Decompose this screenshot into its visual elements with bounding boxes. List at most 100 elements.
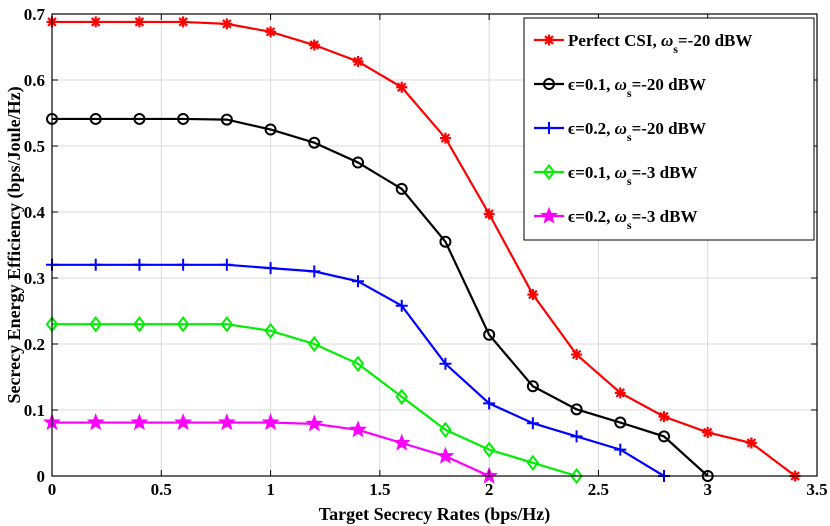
data-point-asterisk — [133, 16, 145, 28]
y-tick-label: 0.4 — [24, 203, 46, 222]
legend-label: ϵ=0.1, ωs=-20 dBW — [568, 75, 706, 100]
data-point-plus — [308, 265, 321, 278]
data-point-plus — [395, 299, 408, 312]
x-tick-label: 0 — [48, 480, 57, 499]
data-point-star — [261, 413, 280, 431]
data-point-star — [217, 413, 236, 431]
plot-frame — [51, 13, 818, 477]
y-tick-label: 0.5 — [24, 137, 45, 156]
data-point-circle — [543, 78, 555, 90]
data-point-diamond — [395, 388, 408, 405]
x-tick-label: 3.5 — [806, 480, 827, 499]
data-point-diamond — [482, 441, 496, 458]
x-tick-label: 3 — [703, 480, 712, 499]
data-point-diamond — [89, 316, 102, 333]
data-point-diamond — [526, 454, 540, 471]
data-point-star — [436, 446, 455, 464]
data-point-circle — [89, 112, 102, 125]
y-tick-label: 0.6 — [24, 71, 45, 90]
data-point-asterisk — [614, 387, 626, 399]
data-point-diamond — [570, 467, 583, 485]
data-point-asterisk — [543, 34, 555, 46]
data-point-circle — [308, 136, 321, 149]
data-point-plus — [614, 443, 627, 456]
data-point-diamond — [133, 316, 146, 333]
data-point-circle — [352, 156, 364, 169]
series-lines — [43, 16, 801, 485]
data-point-star — [305, 414, 324, 432]
data-point-asterisk — [571, 349, 583, 361]
data-point-star — [130, 413, 149, 431]
y-tick-label: 0.1 — [24, 401, 45, 420]
legend-item: Perfect CSI, ωs=-20 dBW — [534, 31, 752, 56]
data-point-diamond — [264, 322, 277, 339]
series-2 — [46, 258, 670, 482]
data-point-asterisk — [308, 39, 320, 51]
x-tick-label: 2.5 — [588, 480, 609, 499]
data-point-diamond — [176, 316, 190, 333]
data-point-diamond — [220, 316, 234, 333]
data-point-circle — [483, 328, 496, 341]
data-point-asterisk — [265, 26, 277, 38]
data-point-circle — [570, 403, 583, 416]
legend-label: ϵ=0.2, ωs=-20 dBW — [568, 119, 706, 144]
legend: Perfect CSI, ωs=-20 dBW ϵ=0.1, ωs=-20 dBW… — [523, 17, 815, 241]
data-point-asterisk — [90, 16, 102, 28]
data-point-plus — [89, 258, 102, 271]
series-line — [52, 20, 796, 477]
data-point-plus — [264, 262, 277, 275]
data-point-asterisk — [702, 426, 714, 438]
data-point-plus — [570, 430, 583, 443]
series-1 — [46, 112, 714, 482]
data-point-asterisk — [177, 16, 189, 28]
series-line — [52, 323, 577, 478]
legend-label: ϵ=0.1, ωs=-3 dBW — [568, 163, 697, 188]
data-point-plus — [526, 417, 539, 430]
x-tick-label: 2 — [485, 480, 494, 499]
data-point-circle — [220, 113, 233, 126]
data-point-asterisk — [527, 289, 539, 300]
legend-box — [523, 17, 815, 241]
data-point-plus — [220, 258, 233, 271]
data-point-plus — [133, 258, 146, 271]
legend-item: ϵ=0.2, ωs=-20 dBW — [534, 119, 706, 144]
legend-item: ϵ=0.1, ωs=-20 dBW — [534, 75, 706, 100]
data-point-circle — [264, 123, 277, 136]
data-point-plus — [543, 122, 555, 134]
data-point-asterisk — [483, 208, 495, 220]
data-point-asterisk — [352, 56, 364, 68]
data-point-plus — [177, 258, 190, 271]
series-line — [52, 117, 709, 477]
y-tick-label: 0 — [37, 467, 46, 486]
y-axis-title: Secrecy Energy Efficiency (bps/Joule/Hz) — [4, 86, 25, 403]
data-point-asterisk — [439, 132, 451, 144]
y-tick-label: 0.7 — [24, 5, 46, 24]
y-tick-label: 0.3 — [24, 269, 45, 288]
data-point-plus — [439, 357, 452, 370]
data-point-diamond — [308, 335, 321, 353]
legend-item: ϵ=0.2, ωs=-3 dBW — [534, 206, 697, 232]
data-point-circle — [658, 430, 670, 443]
data-point-asterisk — [396, 81, 408, 93]
axis-ticks: 0 0.5 1 1.5 2 2.5 3 3.5 0 0.1 0.2 0.3 0.4 0.5 0.6 0.7 — [24, 5, 828, 499]
data-point-diamond — [542, 163, 556, 181]
data-point-star — [349, 420, 367, 438]
legend-item: ϵ=0.1, ωs=-3 dBW — [534, 163, 697, 188]
data-point-asterisk — [221, 18, 233, 30]
data-point-circle — [439, 235, 452, 248]
series-3 — [45, 316, 583, 485]
legend-label: ϵ=0.2, ωs=-3 dBW — [568, 207, 697, 232]
data-point-diamond — [351, 355, 365, 372]
data-point-star — [392, 433, 411, 451]
data-point-star — [540, 206, 558, 224]
data-point-circle — [133, 112, 146, 125]
data-point-circle — [395, 182, 408, 195]
x-axis-title: Target Secrecy Rates (bps/Hz) — [319, 504, 550, 525]
data-point-asterisk — [658, 411, 670, 423]
legend-label: Perfect CSI, ωs=-20 dBW — [568, 31, 752, 56]
x-tick-label: 0.5 — [151, 480, 172, 499]
y-tick-label: 0.2 — [24, 335, 45, 354]
x-tick-label: 1 — [266, 480, 275, 499]
data-point-star — [174, 413, 193, 431]
